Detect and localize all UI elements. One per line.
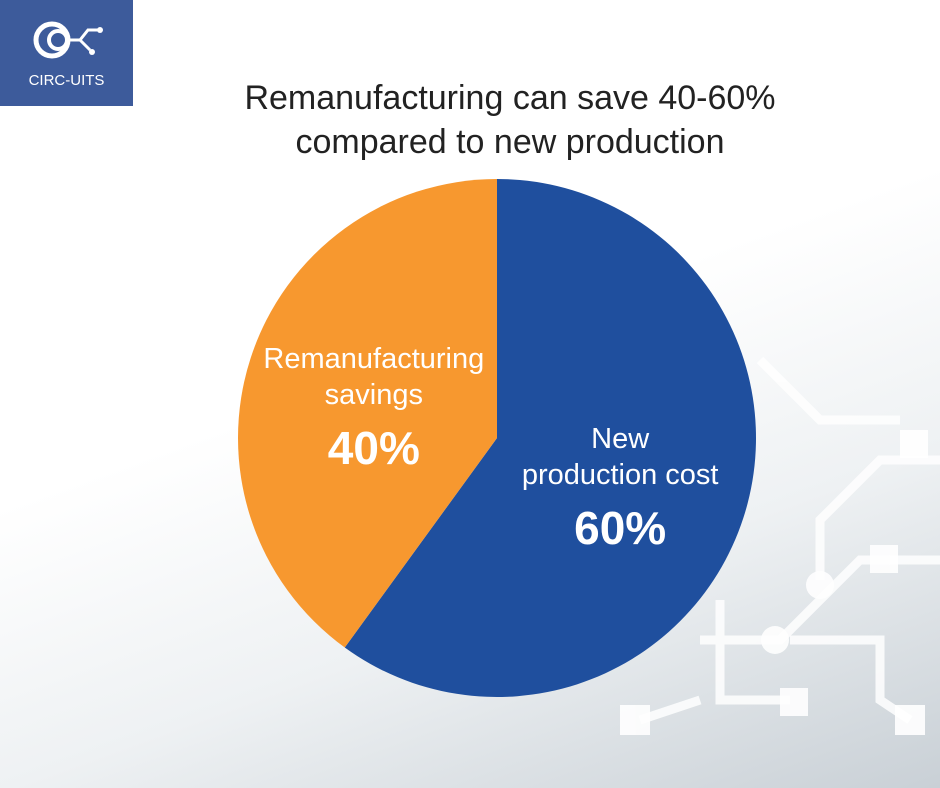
slice-label: New production cost 60% — [520, 421, 720, 555]
circuit-decoration — [638, 356, 940, 725]
slice-value: 60% — [574, 502, 667, 555]
slice-label: Remanufacturing savings 40% — [244, 341, 504, 475]
slice-name: New production cost — [521, 423, 719, 492]
pie-slice — [344, 179, 756, 697]
logo-text: CIRC-UITS — [28, 72, 105, 89]
logo: CIRC-UITS — [0, 0, 133, 106]
slice-value: 40% — [327, 421, 420, 474]
logo-icon — [33, 21, 103, 59]
pie-slice — [238, 179, 497, 648]
chart-title: Remanufacturing can save 40-60% compared… — [244, 79, 776, 161]
slice-name: Remanufacturing savings — [263, 342, 485, 411]
circuit-nodes — [620, 430, 928, 735]
